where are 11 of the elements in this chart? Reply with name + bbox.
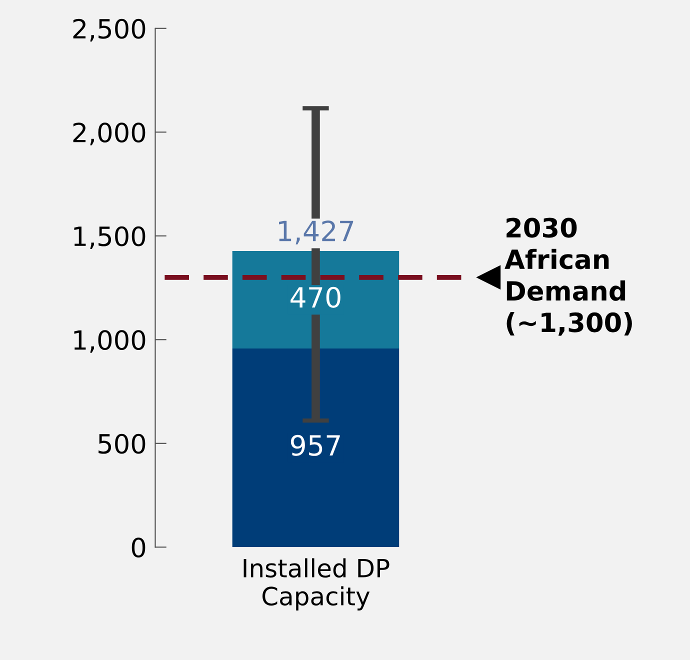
y-tick-label: 500 (98, 434, 146, 454)
y-tick-label: 1,000 (74, 330, 146, 353)
ref-line-label: 2030 African Demand (~1,300) (504, 218, 632, 336)
data-label: 957 (290, 434, 340, 456)
y-tick-label: 2,500 (73, 18, 146, 42)
data-label: 470 (290, 286, 340, 308)
y-tick-label: 2,000 (73, 122, 146, 146)
total-label: 1,427 (279, 220, 354, 244)
y-tick-label: 0 (132, 538, 146, 558)
y-tick-label: 1,500 (74, 226, 146, 249)
x-tick-label: Installed DP Capacity (244, 558, 390, 610)
